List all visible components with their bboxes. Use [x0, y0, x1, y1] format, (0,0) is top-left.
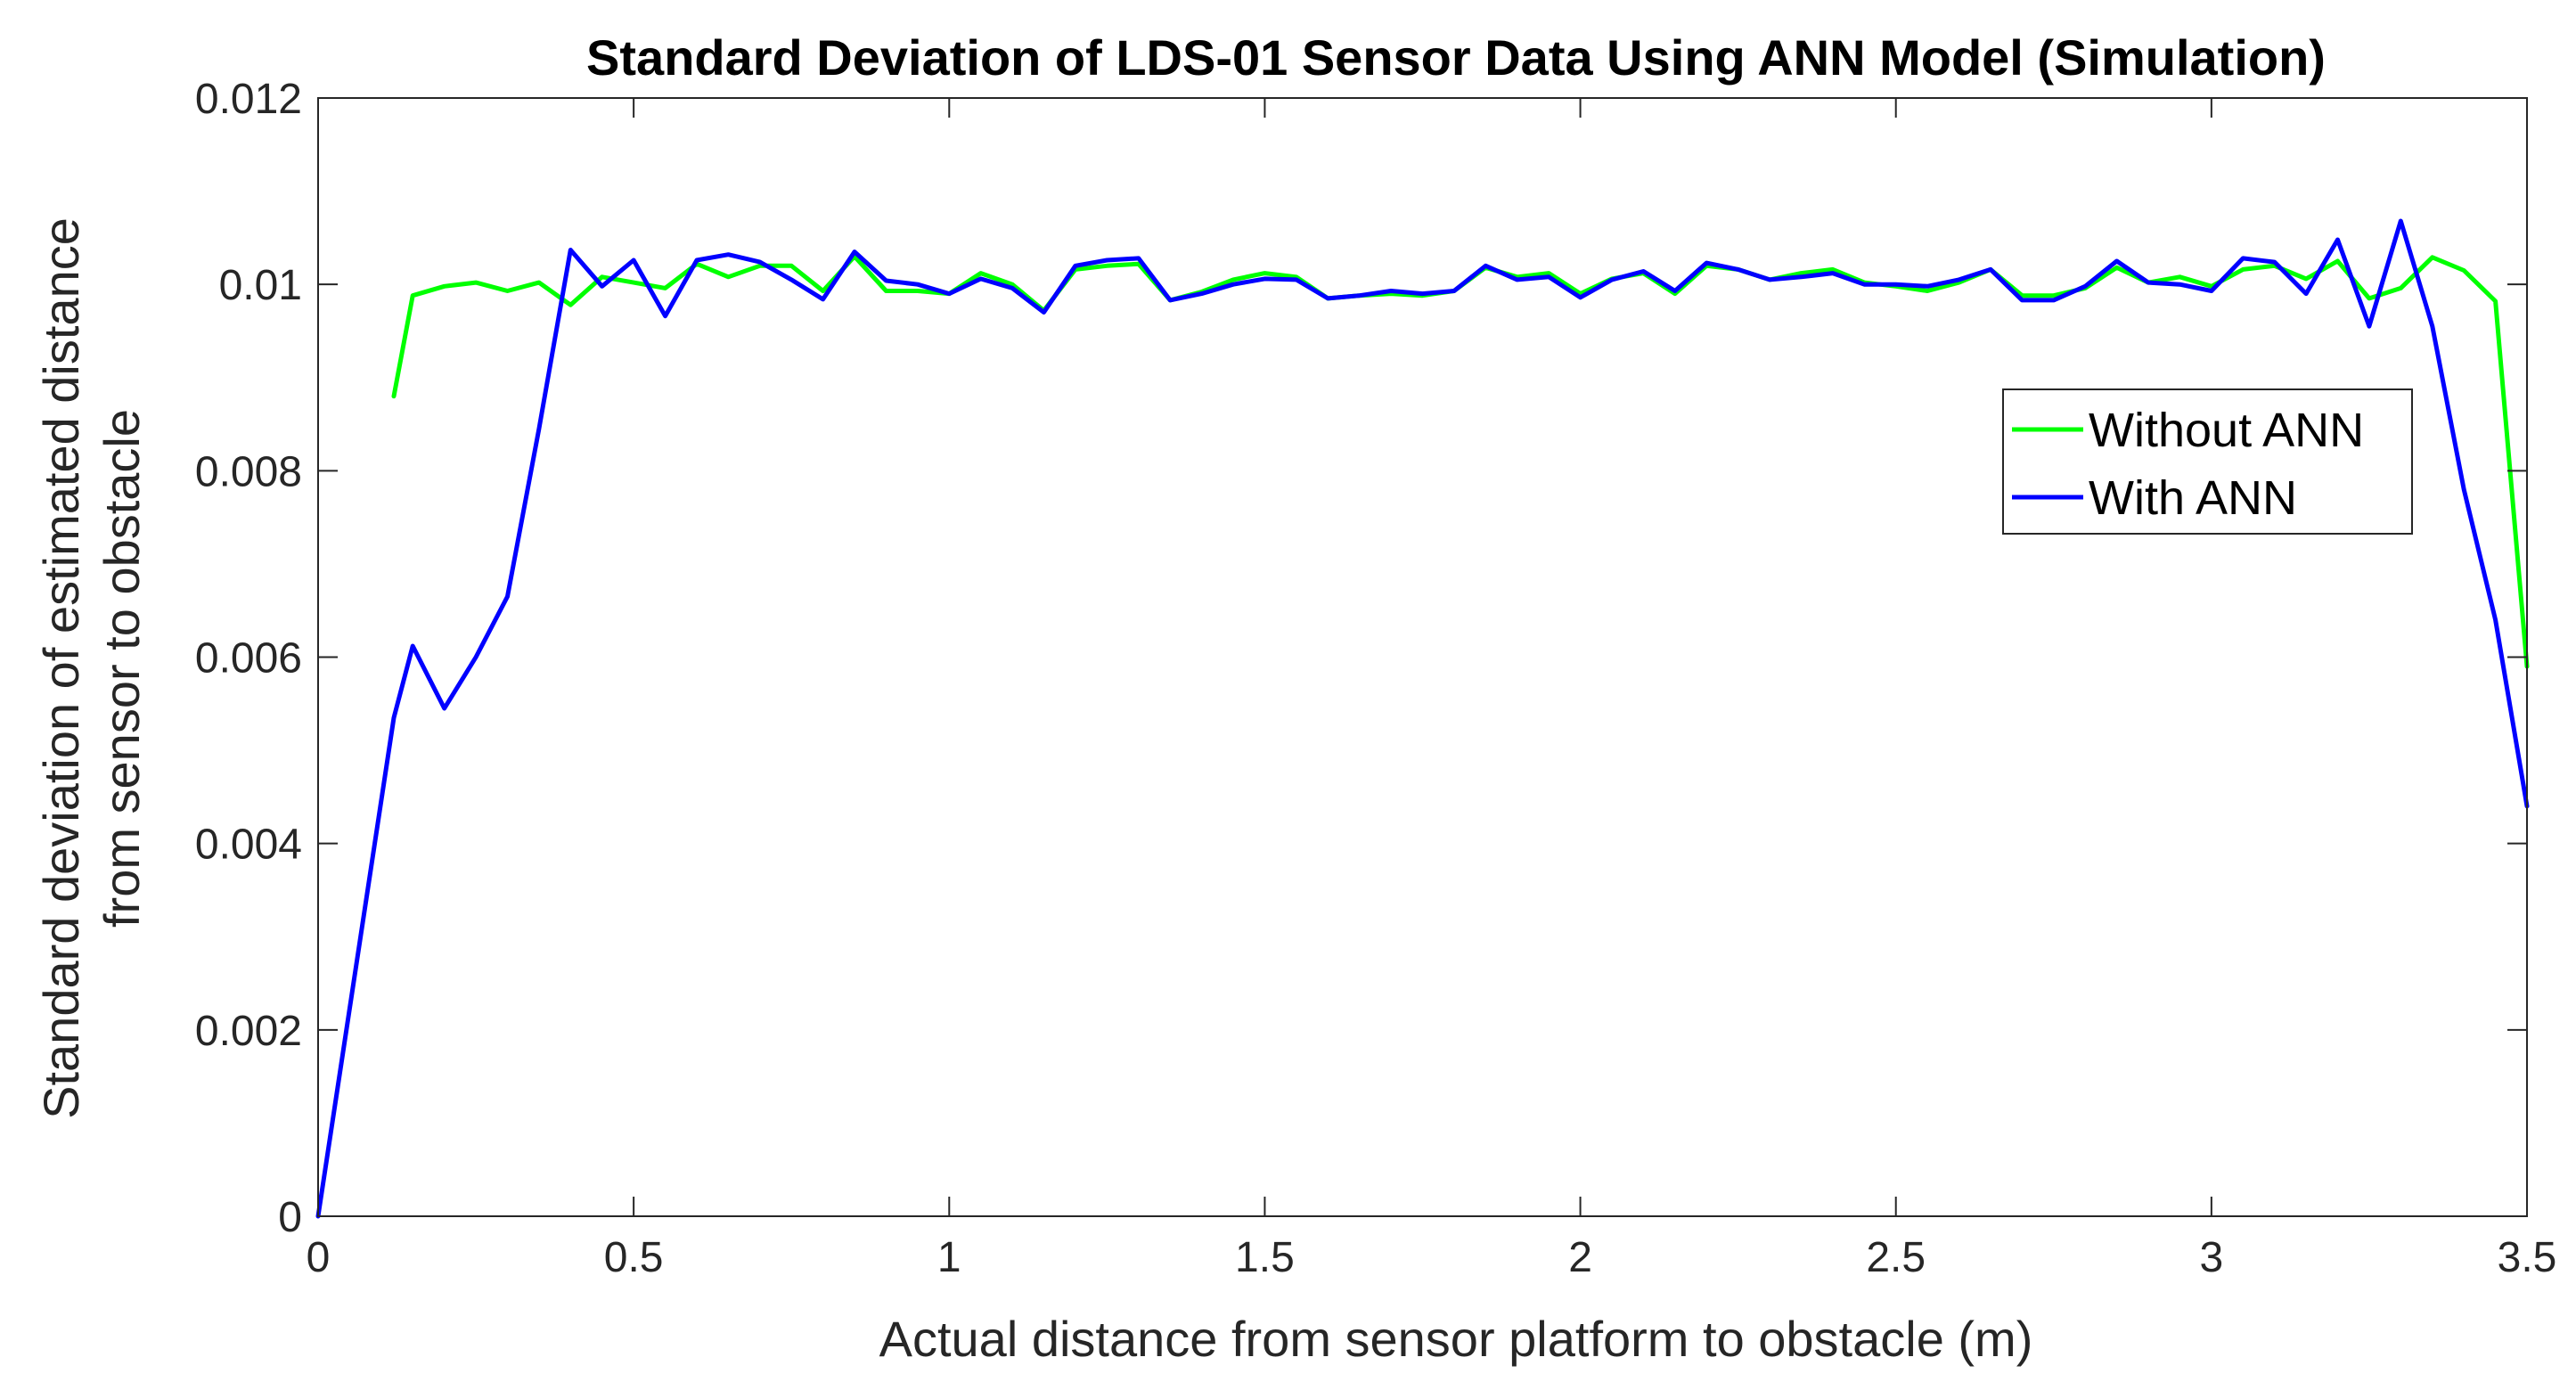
- y-tick-label: 0.002: [195, 1008, 302, 1055]
- x-axis-label: Actual distance from sensor platform to …: [879, 1311, 2033, 1367]
- y-axis-label: Standard deviation of estimated distance…: [33, 217, 150, 1119]
- x-tick-label: 0.5: [604, 1234, 664, 1281]
- y-tick-label: 0.004: [195, 822, 302, 869]
- x-tick-label: 1.5: [1235, 1234, 1295, 1281]
- x-tick-label: 1: [937, 1234, 961, 1281]
- chart-title: Standard Deviation of LDS-01 Sensor Data…: [586, 29, 2326, 86]
- legend-box: [2002, 388, 2413, 535]
- plot-area: [318, 98, 2527, 1216]
- y-axis-label-line-1: Standard deviation of estimated distance: [33, 217, 89, 1119]
- y-tick-label: 0.006: [195, 635, 302, 683]
- y-tick-label: 0.012: [195, 76, 302, 123]
- x-tick-label: 0: [307, 1234, 331, 1281]
- legend: Without ANN With ANN: [2002, 388, 2413, 535]
- x-tick-label: 3.5: [2498, 1234, 2557, 1281]
- y-tick-label: 0: [278, 1194, 302, 1241]
- x-tick-label: 2.5: [1866, 1234, 1926, 1281]
- x-tick-label: 2: [1568, 1234, 1592, 1281]
- x-tick-label: 3: [2200, 1234, 2224, 1281]
- y-axis-label-line-2: from sensor to obstacle: [94, 409, 150, 928]
- legend-label-with-ann: With ANN: [2089, 471, 2297, 525]
- series-line-with-ann: [315, 218, 2530, 1219]
- legend-label-without-ann: Without ANN: [2089, 404, 2364, 457]
- y-tick-label: 0.01: [219, 262, 302, 309]
- series-layer: [315, 218, 2530, 1219]
- ticks-layer: 0 0.5 1 1.5 2 2.5 3 3.5 0 0.002 0.004 0.006 0.008 0.0…: [195, 76, 2556, 1281]
- y-tick-label: 0.008: [195, 448, 302, 495]
